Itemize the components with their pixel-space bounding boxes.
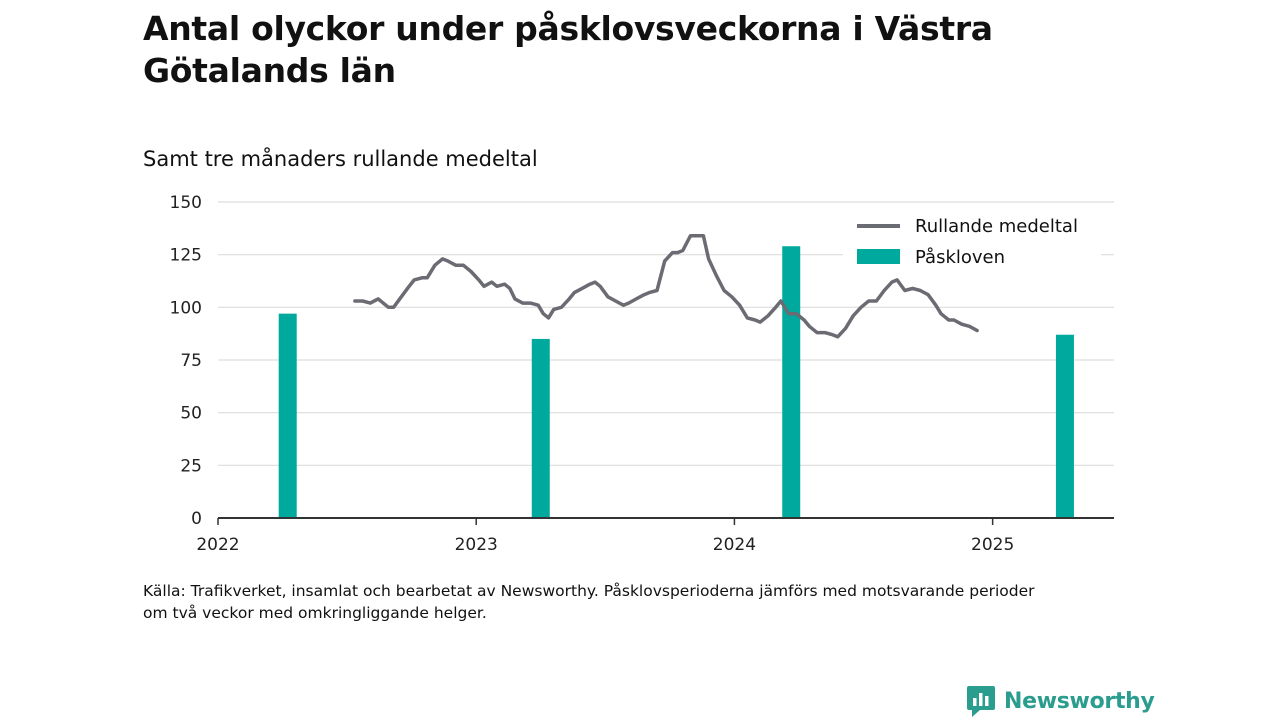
chart-subtitle: Samt tre månaders rullande medeltal: [143, 147, 538, 171]
x-axis: 2022 2023 2024 2025: [196, 517, 1114, 555]
y-tick-label: 25: [180, 456, 202, 476]
x-tick-label: 2022: [196, 535, 239, 555]
line-series: [353, 233, 979, 339]
newsworthy-logo: Newsworthy: [966, 684, 1155, 718]
legend-label-line: Rullande medeltal: [915, 216, 1078, 237]
legend-bar-swatch: [857, 249, 900, 264]
y-tick-label: 100: [170, 298, 202, 318]
source-line-1: Källa: Trafikverket, insamlat och bearbe…: [143, 582, 1035, 600]
x-tick-label: 2023: [455, 535, 498, 555]
y-tick-label: 0: [191, 509, 202, 529]
bar: [278, 313, 297, 518]
y-tick-label: 50: [180, 404, 202, 424]
chart-title: Antal olyckor under påsklovsveckorna i V…: [143, 9, 993, 90]
bar: [531, 338, 550, 518]
source-note: Källa: Trafikverket, insamlat och bearbe…: [143, 580, 1083, 624]
legend: Rullande medeltal Påskloven: [843, 208, 1101, 270]
logo-text: Newsworthy: [1004, 688, 1155, 714]
x-tick-label: 2024: [713, 535, 756, 555]
bar-series: [278, 246, 1074, 519]
rolling-average-line: [353, 233, 979, 339]
y-axis-ticks: 0 25 50 75 100 125 150: [170, 193, 202, 529]
legend-label-bar: Påskloven: [915, 247, 1005, 268]
y-tick-label: 75: [180, 351, 202, 371]
y-tick-label: 125: [170, 246, 202, 266]
y-tick-label: 150: [170, 193, 202, 213]
bar: [782, 246, 801, 519]
source-line-2: om två veckor med omkringliggande helger…: [143, 604, 487, 622]
bar: [1055, 334, 1074, 518]
x-tick-label: 2025: [971, 535, 1014, 555]
newsworthy-logo-icon: [967, 686, 995, 717]
